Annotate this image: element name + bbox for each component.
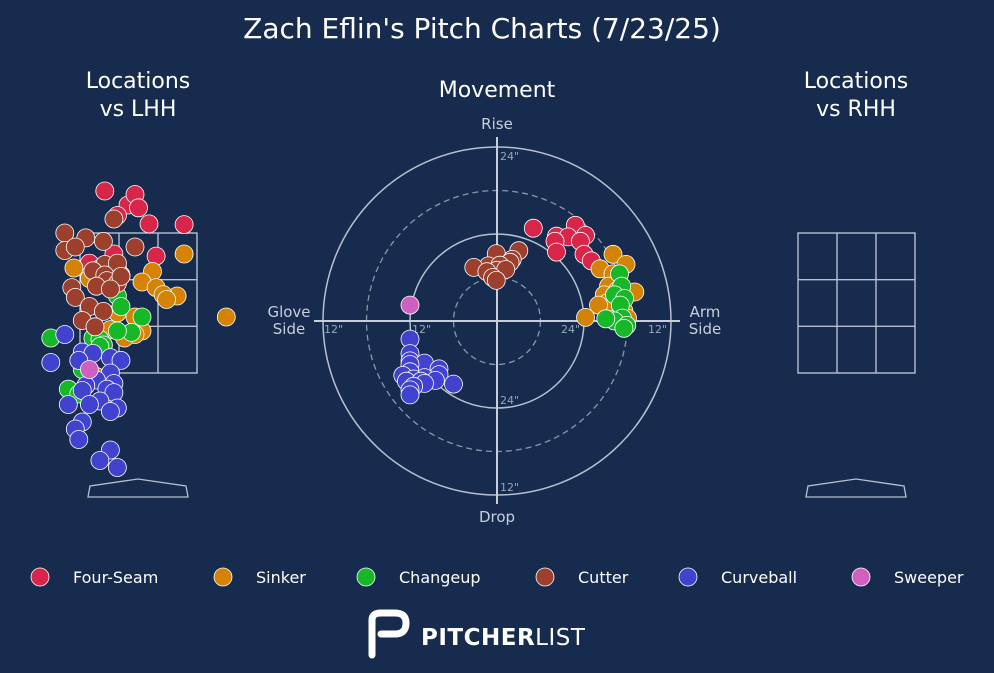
- movement-panel: 24" 12" 12" 24" 12" 24" 12" Rise Drop Gl…: [267, 115, 721, 526]
- movement-label-drop: Drop: [479, 508, 515, 526]
- lhh-point-curveball: [111, 350, 131, 370]
- lhh-point-curveball: [80, 395, 99, 414]
- movement-pitch-points: [393, 215, 645, 405]
- ring-label-top-24: 24": [500, 150, 519, 163]
- legend: Four-Seam Sinker Changeup Cutter Curveball Sw…: [30, 567, 964, 587]
- movement-label-side-right: Side: [689, 320, 721, 338]
- legend-label-changeup: Changeup: [399, 568, 481, 587]
- movement-point-sinker: [603, 244, 623, 264]
- legend-marker-curveball: [678, 567, 698, 587]
- movement-label-arm: Arm: [690, 303, 721, 321]
- movement-point-sinker: [576, 307, 595, 327]
- legend-item-curveball: Curveball: [678, 567, 797, 587]
- lhh-point-four-seam: [95, 181, 115, 201]
- pitcherlist-logo: PITCHERLIST: [368, 609, 586, 659]
- legend-marker-cutter: [535, 567, 555, 587]
- lhh-title-line2: vs LHH: [100, 97, 177, 122]
- legend-label-four-seam: Four-Seam: [73, 568, 158, 587]
- lhh-point-curveball: [69, 430, 89, 449]
- legend-item-sweeper: Sweeper: [851, 567, 964, 587]
- movement-point-cutter: [486, 270, 506, 290]
- legend-item-sinker: Sinker: [213, 567, 306, 587]
- lhh-point-curveball: [41, 353, 61, 372]
- lhh-location-panel: [41, 181, 236, 498]
- lhh-point-sinker: [174, 244, 194, 264]
- movement-point-sweeper: [400, 295, 420, 315]
- lhh-point-curveball: [58, 395, 78, 414]
- movement-point-four-seam: [547, 242, 566, 262]
- ring-label-right-24: 12": [648, 323, 667, 336]
- legend-item-changeup: Changeup: [356, 567, 481, 587]
- lhh-point-changeup: [108, 321, 127, 341]
- lhh-point-four-seam: [129, 198, 148, 218]
- lhh-title-line1: Locations: [86, 69, 191, 94]
- lhh-pitch-points: [41, 181, 236, 477]
- lhh-point-cutter: [125, 237, 145, 257]
- ring-label-bottom-12: 24": [500, 394, 519, 407]
- lhh-point-cutter: [85, 317, 105, 337]
- rhh-home-plate: [805, 478, 907, 498]
- pitcherlist-wordmark: PITCHERLIST: [421, 625, 586, 651]
- legend-marker-four-seam: [30, 567, 50, 587]
- ring-label-bottom-24: 12": [500, 481, 519, 494]
- lhh-point-sinker: [64, 258, 84, 278]
- movement-point-curveball: [400, 385, 420, 405]
- chart-title: Zach Eflin's Pitch Charts (7/23/25): [243, 12, 721, 45]
- lhh-point-four-seam: [139, 214, 159, 234]
- lhh-point-four-seam: [146, 246, 166, 266]
- rhh-location-panel: [797, 232, 916, 498]
- lhh-point-sinker: [157, 290, 177, 309]
- lhh-point-cutter: [94, 301, 113, 321]
- legend-marker-sweeper: [851, 567, 871, 587]
- rhh-title-line2: vs RHH: [816, 97, 896, 122]
- lhh-point-curveball: [90, 451, 110, 470]
- ring-label-right-12: 24": [561, 323, 580, 336]
- legend-marker-changeup: [356, 567, 376, 587]
- lhh-point-changeup: [132, 307, 152, 327]
- rhh-strike-zone: [797, 232, 916, 374]
- movement-point-curveball: [444, 374, 463, 394]
- rhh-title-line1: Locations: [804, 69, 909, 94]
- ring-label-left-24: 12": [324, 323, 343, 336]
- legend-item-cutter: Cutter: [535, 567, 629, 587]
- movement-point-four-seam: [523, 218, 543, 238]
- legend-label-cutter: Cutter: [578, 568, 629, 587]
- legend-marker-sinker: [213, 567, 233, 587]
- movement-label-glove: Glove: [267, 303, 310, 321]
- lhh-home-plate: [87, 478, 189, 498]
- legend-label-curveball: Curveball: [721, 568, 797, 587]
- legend-label-sweeper: Sweeper: [894, 568, 964, 587]
- lhh-point-four-seam: [174, 215, 194, 235]
- lhh-point-curveball: [55, 325, 75, 344]
- lhh-point-cutter: [111, 266, 131, 286]
- movement-title: Movement: [439, 78, 556, 103]
- lhh-point-sinker: [216, 307, 236, 327]
- lhh-point-cutter: [65, 287, 85, 307]
- lhh-point-curveball: [108, 458, 127, 477]
- movement-point-changeup: [614, 318, 634, 338]
- legend-label-sinker: Sinker: [256, 568, 306, 587]
- brand-bold-text: PITCHER: [421, 625, 535, 651]
- movement-point-changeup: [596, 309, 616, 329]
- lhh-point-cutter: [94, 231, 113, 251]
- legend-item-four-seam: Four-Seam: [30, 567, 158, 587]
- lhh-point-cutter: [104, 209, 124, 229]
- pitcherlist-logo-mark: [368, 609, 410, 659]
- movement-label-rise: Rise: [481, 115, 513, 133]
- brand-light-text: LIST: [535, 625, 586, 651]
- lhh-point-cutter: [65, 237, 85, 257]
- lhh-point-curveball: [101, 402, 120, 421]
- lhh-point-sweeper: [80, 360, 99, 379]
- movement-label-side-left: Side: [273, 320, 305, 338]
- lhh-point-cutter: [101, 279, 120, 299]
- lhh-point-changeup: [111, 297, 131, 316]
